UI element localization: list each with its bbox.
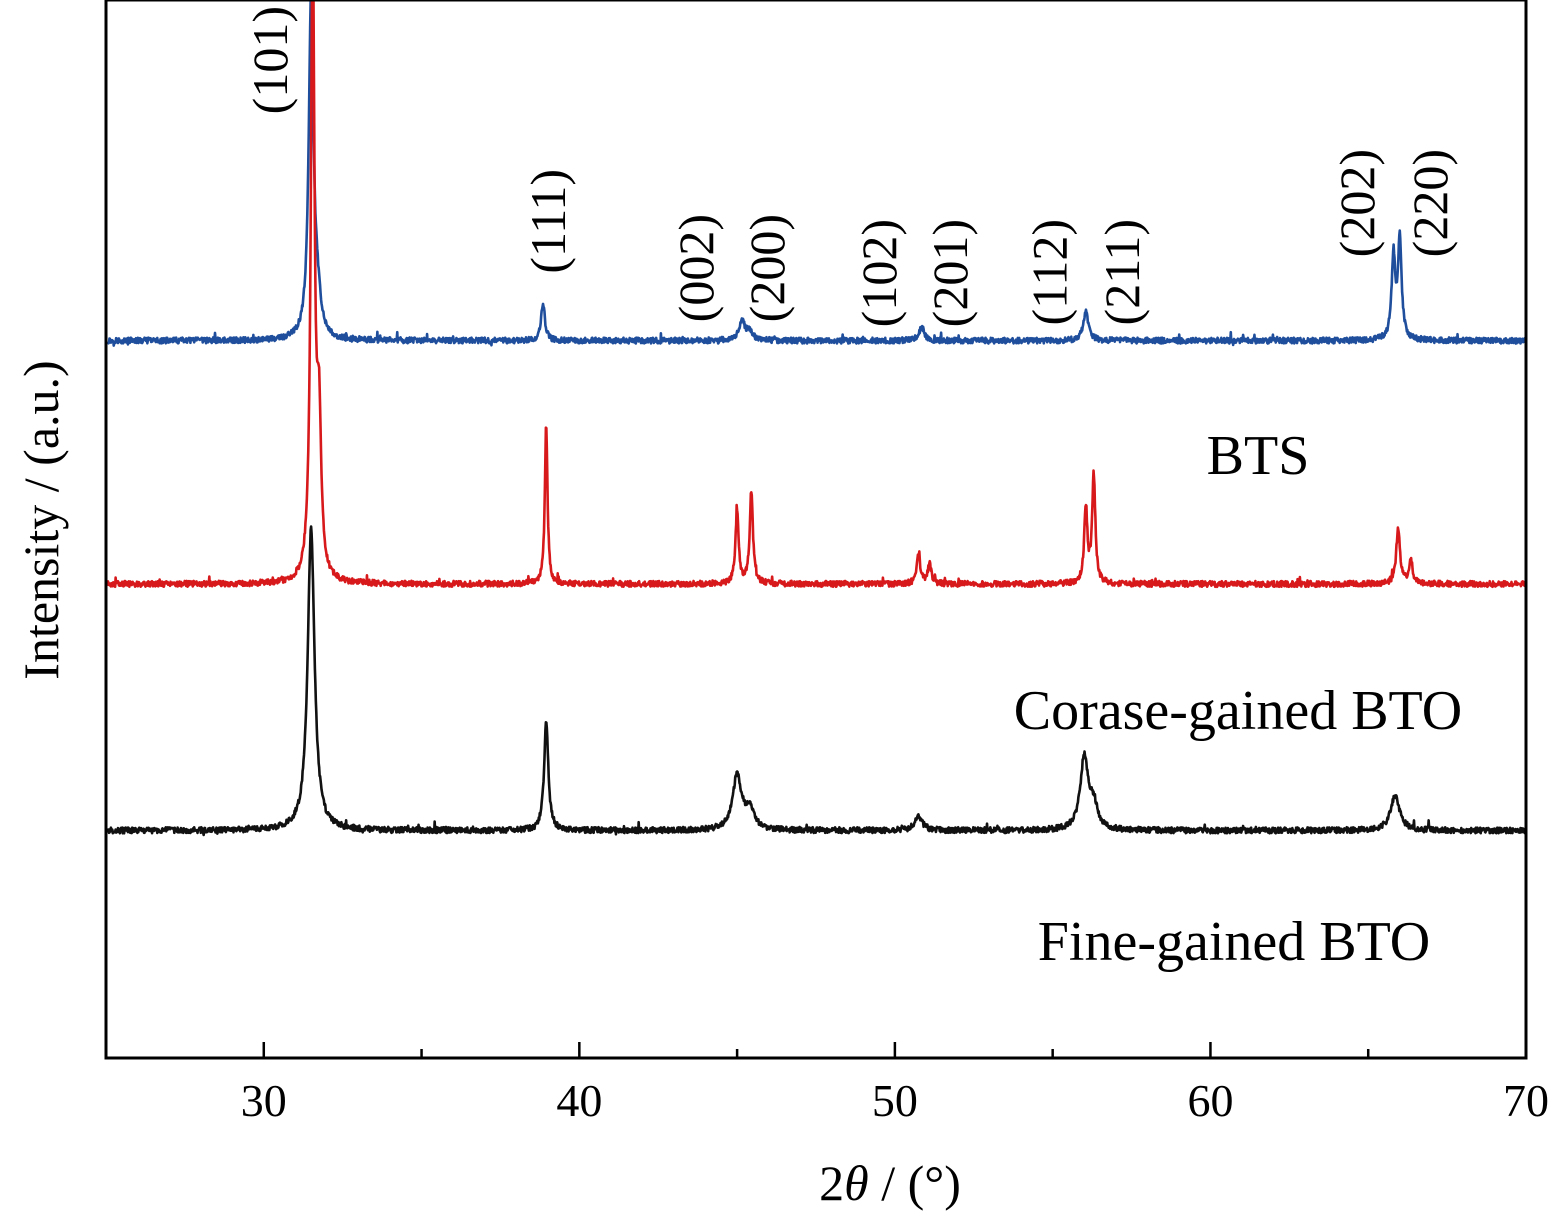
x-tick-label-30: 30 [241,1075,287,1126]
x-axis-title: 2θ / (°) [819,1155,961,1211]
plot-frame [104,0,1528,1060]
peak-label-5: (201) [922,219,978,327]
peak-labels: (101) (111) (002) (200) (102) (201) (112) (211)… [242,6,1458,327]
peak-label-1: (111) [520,169,576,274]
y-axis-title: Intensity / (a.u.) [13,360,69,679]
series-label-fine-gained-bto: Fine-gained BTO [1038,911,1430,973]
x-tick-label-70: 70 [1503,1075,1549,1126]
peak-label-8: (202) [1329,149,1385,257]
series-labels: BTS Corase-gained BTO Fine-gained BTO [1014,425,1462,973]
peak-label-2: (002) [668,214,724,322]
series-label-bts: BTS [1207,425,1310,487]
series-line-corase-gained-bto [106,0,1527,589]
series-line-fine-gained-bto [106,525,1527,837]
x-axis-ticks: 30 40 50 60 70 [241,1042,1549,1126]
x-tick-label-50: 50 [872,1075,918,1126]
peak-label-7: (211) [1094,219,1150,325]
x-tick-label-60: 60 [1187,1075,1233,1126]
x-tick-label-40: 40 [556,1075,602,1126]
series-line-bts [106,0,1527,347]
peak-label-3: (200) [739,214,795,322]
peak-label-4: (102) [851,219,907,327]
peak-label-0: (101) [242,6,298,114]
peak-label-6: (112) [1022,219,1078,325]
series-label-corase-gained-bto: Corase-gained BTO [1014,680,1462,742]
peak-label-9: (220) [1402,149,1458,257]
series-layer [106,0,1527,837]
